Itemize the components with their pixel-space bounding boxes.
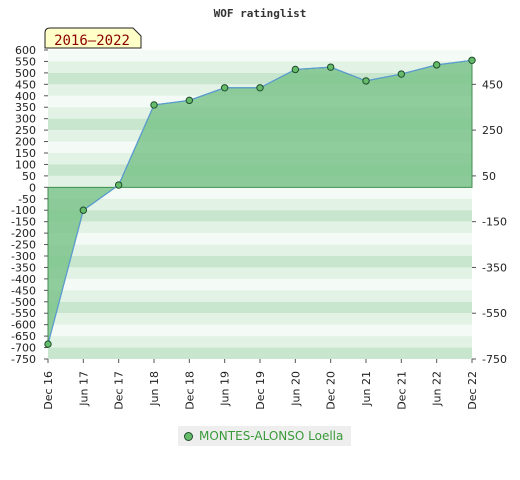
x-tick-label: Jun 20 — [289, 371, 302, 407]
grid-band — [48, 233, 472, 245]
y-tick-label-left: -400 — [11, 273, 36, 286]
grid-band — [48, 210, 472, 222]
data-point — [432, 61, 441, 69]
grid-band — [48, 267, 472, 279]
legend-label: MONTES-ALONSO Loella — [199, 429, 344, 443]
y-tick-label-left: -300 — [11, 250, 36, 263]
y-tick-label-left: 250 — [15, 124, 36, 137]
series-points — [44, 56, 476, 348]
data-point — [397, 70, 406, 78]
period-badge: 2016–2022 — [44, 27, 142, 49]
grid-band — [48, 187, 472, 199]
y-tick-label-right: -550 — [482, 307, 507, 320]
y-tick-label-left: -600 — [11, 319, 36, 332]
y-tick-label-left: -100 — [11, 204, 36, 217]
data-point — [326, 63, 335, 71]
grid-band — [48, 50, 472, 62]
x-tick-label: Jun 21 — [360, 371, 373, 407]
grid-band — [48, 256, 472, 268]
x-tick-label: Dec 18 — [183, 371, 196, 410]
chart-title: WOF ratinglist — [214, 7, 307, 20]
y-tick-label-left: -150 — [11, 216, 36, 229]
data-point — [362, 77, 370, 85]
grid-band — [48, 221, 472, 234]
y-tick-label-left: 200 — [15, 136, 36, 149]
y-tick-label-left: -50 — [18, 193, 36, 206]
y-tick-label-left: -500 — [11, 296, 36, 309]
legend-marker — [184, 431, 193, 441]
y-tick-label-right: -750 — [482, 353, 507, 366]
period-badge-text: 2016–2022 — [54, 33, 130, 49]
y-tick-label-left: -250 — [11, 239, 36, 252]
y-tick-label-right: -350 — [482, 261, 507, 274]
x-axis: Dec 16 Jun 17 Dec 17 Jun 18 Dec 18 Jun 19 Dec … — [42, 359, 479, 410]
x-tick-label: Dec 19 — [254, 371, 267, 410]
grid-band — [48, 336, 472, 348]
y-tick-label-left: -700 — [11, 342, 36, 355]
data-point — [114, 181, 123, 189]
y-tick-label-left: 450 — [15, 78, 36, 91]
y-tick-label-right: -150 — [482, 216, 507, 229]
x-tick-label: Jun 19 — [219, 371, 232, 407]
y-tick-label-left: 350 — [15, 101, 36, 114]
grid-band — [48, 324, 472, 337]
x-tick-label: Dec 20 — [325, 371, 338, 410]
y-tick-label-right: 250 — [482, 124, 503, 137]
data-point — [291, 65, 300, 74]
data-point — [44, 340, 52, 348]
grid-band — [48, 278, 472, 291]
y-tick-label-left: -450 — [11, 284, 36, 297]
grid-band — [48, 290, 472, 302]
y-tick-label-left: 100 — [15, 158, 36, 171]
data-point — [185, 96, 194, 105]
y-tick-label-left: -200 — [11, 227, 36, 240]
data-point — [256, 84, 264, 92]
y-tick-label-left: 300 — [15, 113, 36, 126]
y-axis-left: 600550500450400350300250200150100500-50-… — [11, 44, 48, 366]
y-tick-label-left: 0 — [29, 181, 36, 194]
x-tick-label: Dec 21 — [395, 371, 408, 410]
grid-band — [48, 61, 472, 73]
grid-band — [48, 313, 472, 325]
x-tick-label: Jun 22 — [431, 371, 444, 407]
x-tick-label: Jun 18 — [148, 371, 161, 407]
y-tick-label-left: 400 — [15, 90, 36, 103]
y-tick-label-left: -550 — [11, 307, 36, 320]
y-tick-label-left: 50 — [22, 170, 36, 183]
legend: MONTES-ALONSO Loella — [178, 426, 352, 446]
y-tick-label-left: 500 — [15, 67, 36, 80]
data-point — [150, 101, 158, 109]
y-tick-label-left: -750 — [11, 353, 36, 366]
grid-band — [48, 198, 472, 211]
data-point — [79, 206, 88, 214]
grid-band — [48, 244, 472, 256]
y-tick-label-left: -650 — [11, 330, 36, 343]
grid-band — [48, 301, 472, 314]
y-tick-label-right: 50 — [482, 170, 496, 183]
x-tick-label: Dec 17 — [113, 371, 126, 410]
y-axis-right: 450 250 50 -150 -350 -550 -750 — [472, 78, 507, 366]
y-tick-label-left: 550 — [15, 55, 36, 68]
x-tick-label: Jun 17 — [77, 371, 90, 407]
y-tick-label-left: -350 — [11, 261, 36, 274]
data-point — [220, 84, 229, 92]
grid-band — [48, 347, 472, 359]
y-tick-label-left: 600 — [15, 44, 36, 57]
x-tick-label: Dec 16 — [42, 371, 55, 410]
x-tick-label: Dec 22 — [466, 371, 479, 410]
y-tick-label-left: 150 — [15, 147, 36, 160]
grid-band — [48, 72, 472, 85]
y-tick-label-right: 450 — [482, 78, 503, 91]
data-point — [468, 56, 476, 64]
